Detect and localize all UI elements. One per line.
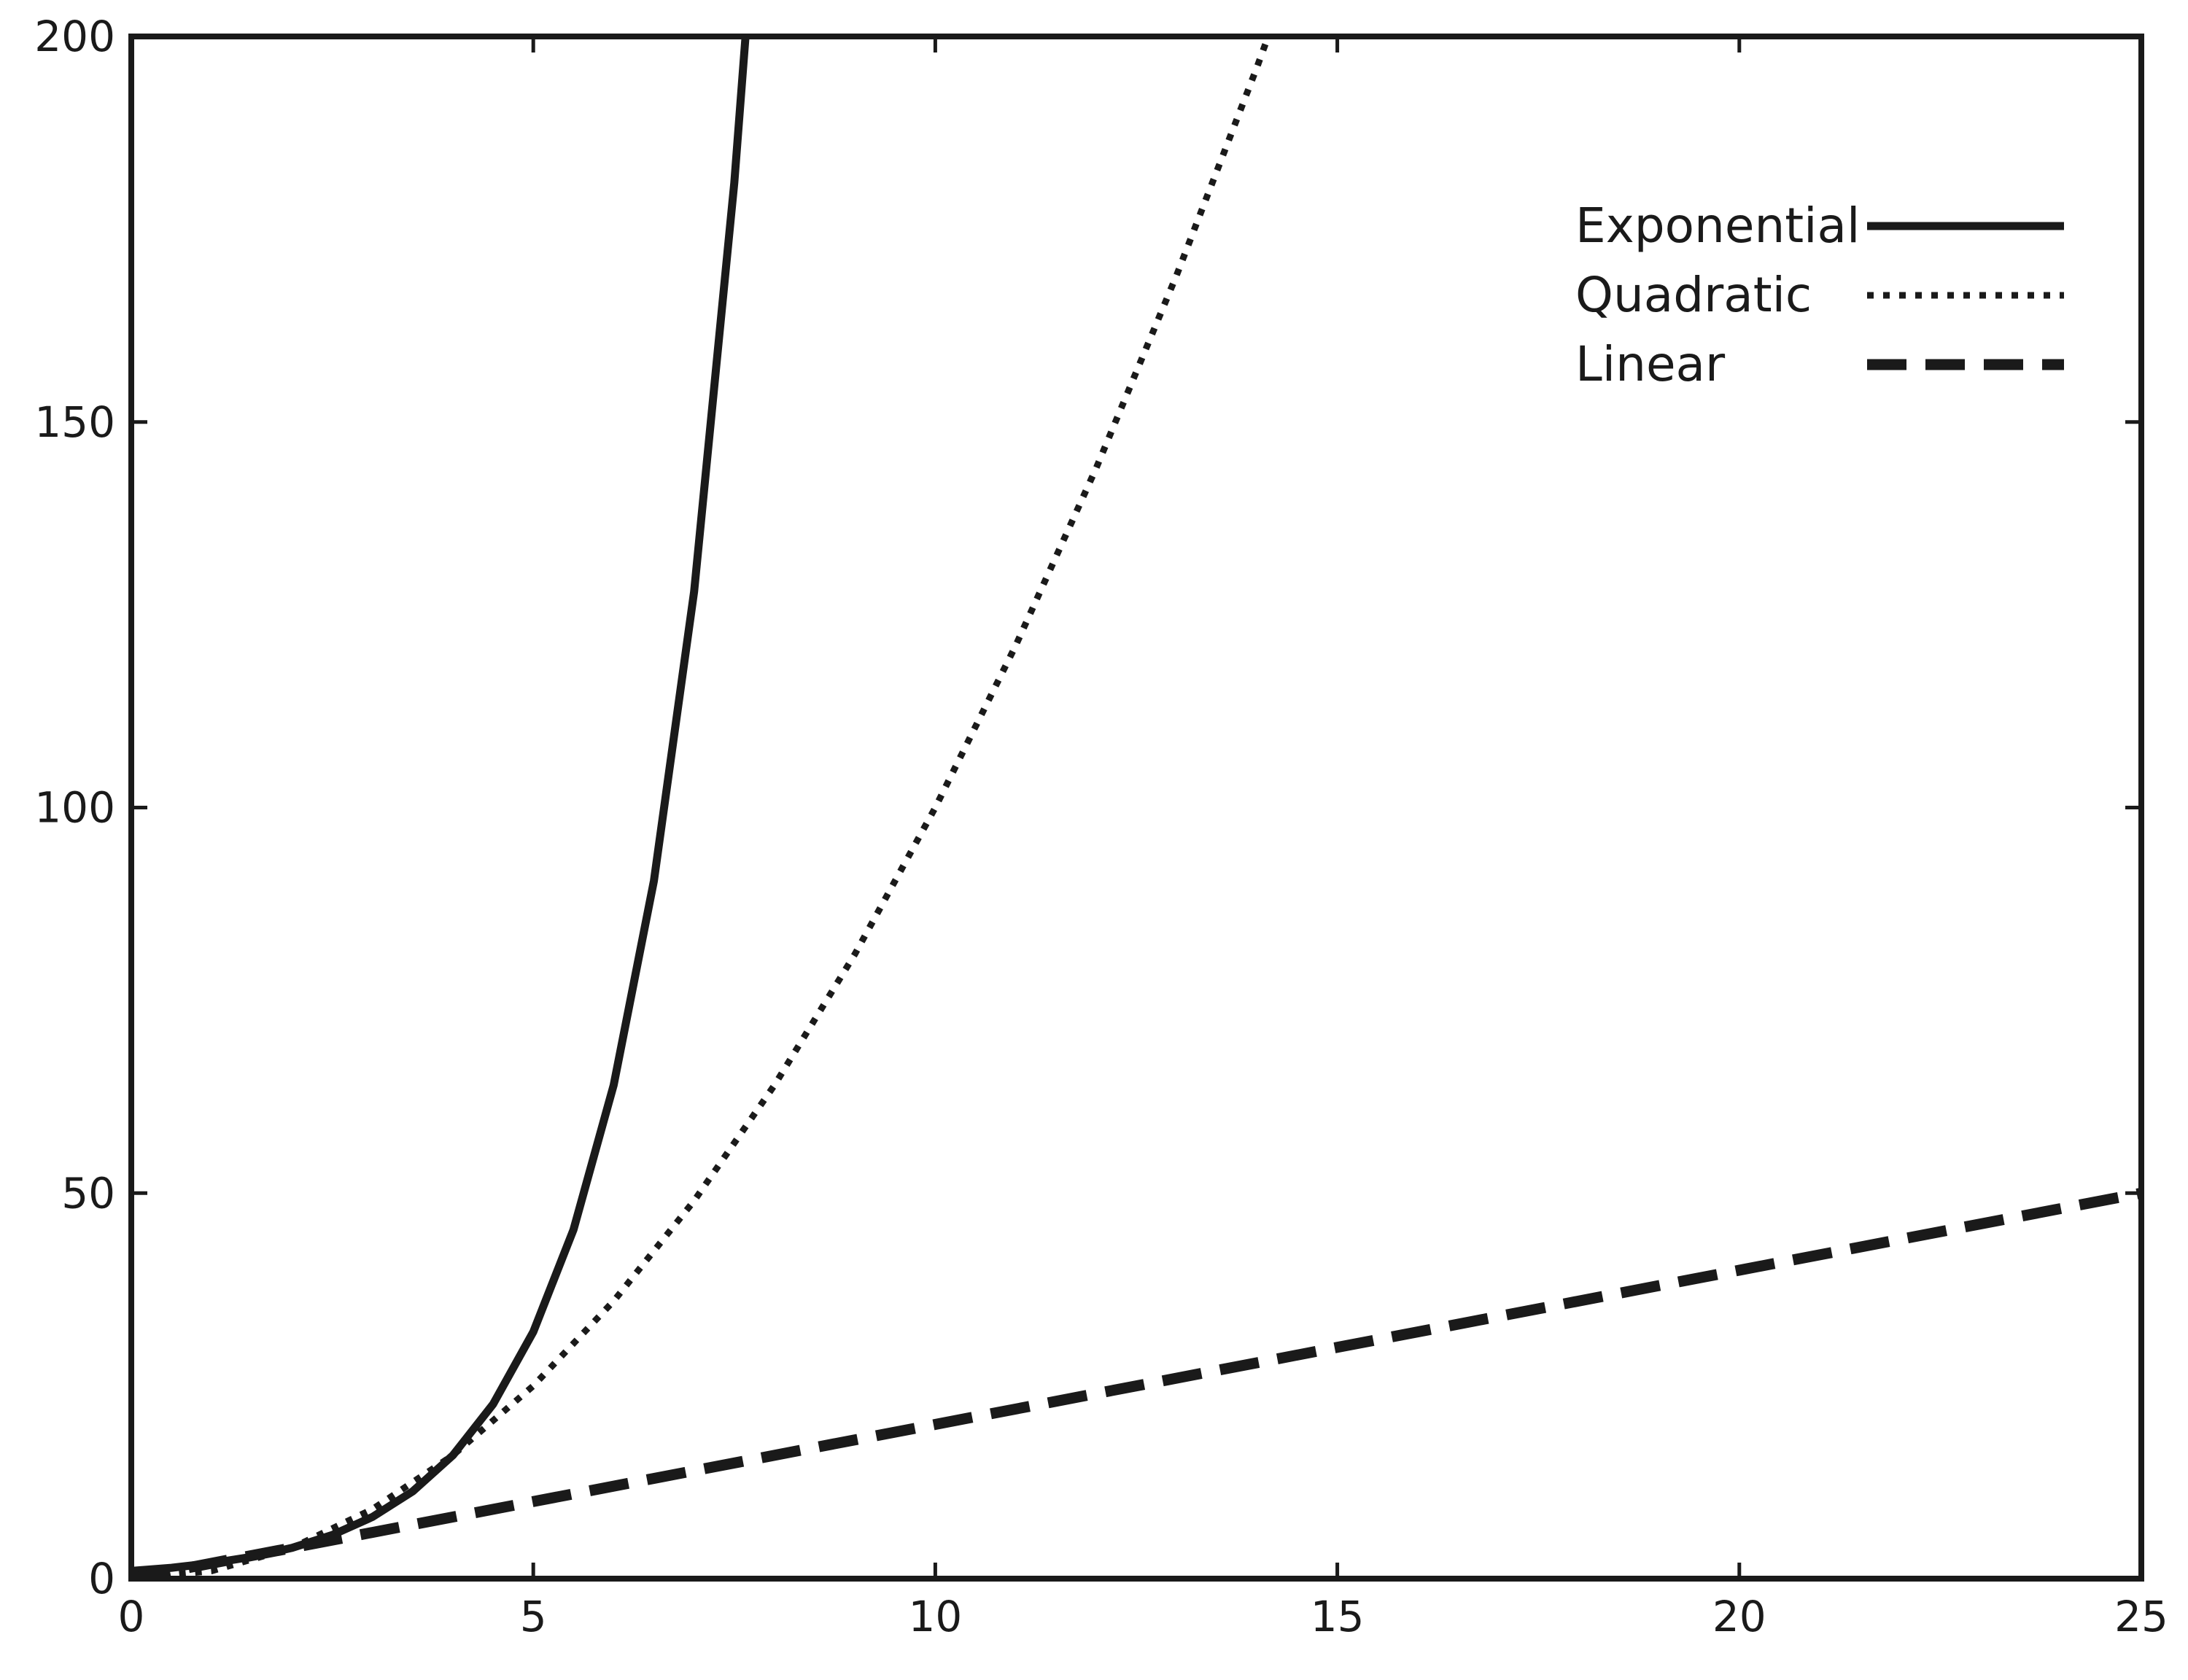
series-line-linear — [131, 1187, 2141, 1579]
axis-ticks: 0 5 10 15 20 25 0 50 100 150 200 — [34, 12, 2168, 1641]
legend: Exponential Quadratic Linear — [1575, 198, 2064, 392]
series-line-exponential — [131, 36, 750, 1575]
y-tick-label: 0 — [88, 1554, 115, 1603]
plot-frame — [128, 34, 2144, 1582]
x-tick-label: 15 — [1311, 1592, 1365, 1641]
y-tick-label: 150 — [34, 397, 115, 447]
x-tick-label: 25 — [2114, 1592, 2168, 1641]
legend-label-exponential: Exponential — [1575, 198, 1860, 254]
x-tick-label: 10 — [908, 1592, 962, 1641]
x-tick-label: 20 — [1712, 1592, 1766, 1641]
x-tick-label: 0 — [118, 1592, 145, 1641]
y-tick-label: 200 — [34, 12, 115, 61]
y-tick-label: 50 — [61, 1168, 115, 1218]
series-layer — [131, 36, 2141, 1579]
y-tick-label: 100 — [34, 783, 115, 833]
series-line-quadratic — [131, 36, 1272, 1579]
legend-label-linear: Linear — [1575, 336, 1726, 392]
x-tick-label: 5 — [520, 1592, 547, 1641]
legend-label-quadratic: Quadratic — [1575, 267, 1812, 323]
